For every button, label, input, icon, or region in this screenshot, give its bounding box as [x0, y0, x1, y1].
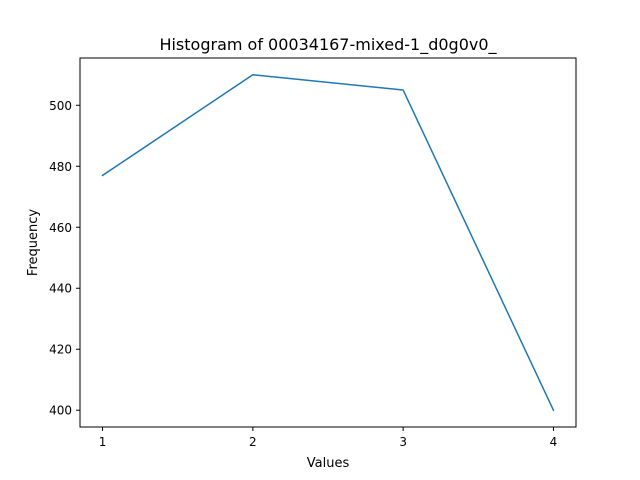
- x-tick-label: 4: [550, 435, 558, 449]
- series-layer: [101, 74, 555, 412]
- chart-title: Histogram of 00034167-mixed-1_d0g0v0_: [159, 35, 497, 55]
- y-tick-label: 500: [49, 99, 72, 113]
- x-tick-label: 1: [99, 435, 107, 449]
- y-tick-label: 460: [49, 221, 72, 235]
- plot-frame: [79, 57, 577, 428]
- x-axis-label: Values: [307, 456, 350, 471]
- y-axis: 400 420 440 460 480 500: [49, 99, 80, 418]
- y-tick-label: 400: [49, 404, 72, 418]
- y-tick-label: 420: [49, 343, 72, 357]
- y-tick-label: 480: [49, 160, 72, 174]
- x-tick-label: 2: [249, 435, 257, 449]
- x-tick-label: 3: [399, 435, 407, 449]
- y-tick-label: 440: [49, 282, 72, 296]
- series-line-0: [101, 74, 555, 412]
- x-axis: 1 2 3 4: [99, 427, 558, 449]
- y-axis-label: Frequency: [26, 209, 41, 276]
